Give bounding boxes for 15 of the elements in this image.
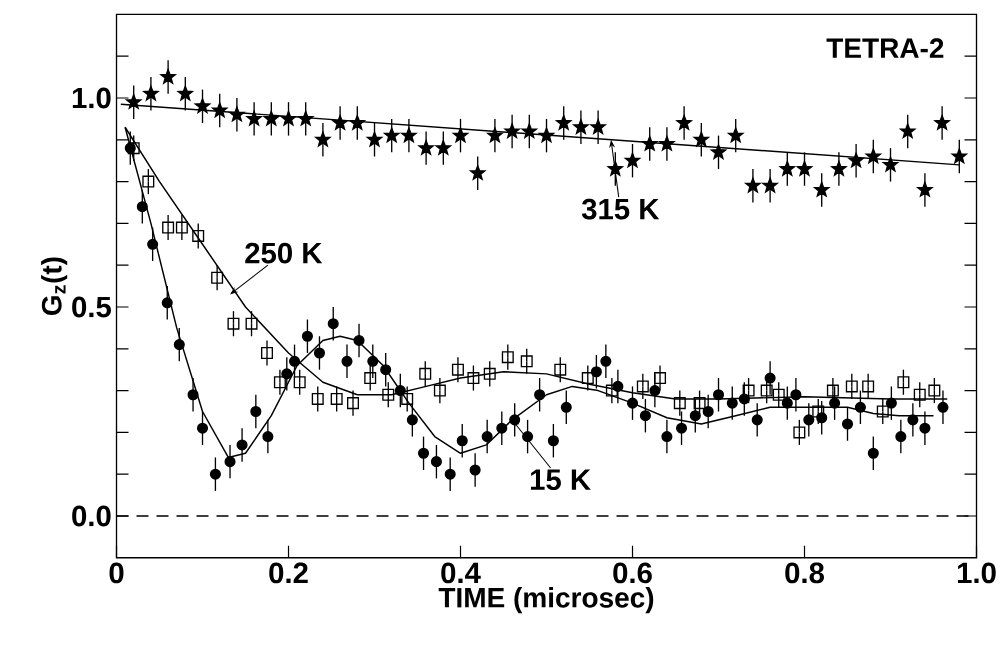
x-tick-label: 0.2 (269, 562, 308, 584)
annotation: TETRA-2 (826, 38, 944, 58)
x-tick-label: 0.8 (785, 562, 824, 584)
annotation: 315 K (581, 198, 660, 220)
x-tick-label: 0.6 (613, 562, 652, 584)
x-tick-label: 0 (109, 562, 124, 584)
y-axis-title: G$_{z}$(t) (41, 257, 68, 316)
annotation: 15 K (530, 469, 591, 491)
x-tick-label: 1.0 (957, 562, 996, 584)
y-tick-label: 1.0 (72, 87, 111, 109)
x-tick-label: 0.4 (441, 562, 481, 584)
annotation: 250 K (245, 242, 323, 264)
x-axis-title: TIME (microsec) (438, 587, 654, 614)
y-tick-label: 0.5 (72, 296, 111, 318)
y-tick-label: 0.0 (72, 505, 111, 527)
